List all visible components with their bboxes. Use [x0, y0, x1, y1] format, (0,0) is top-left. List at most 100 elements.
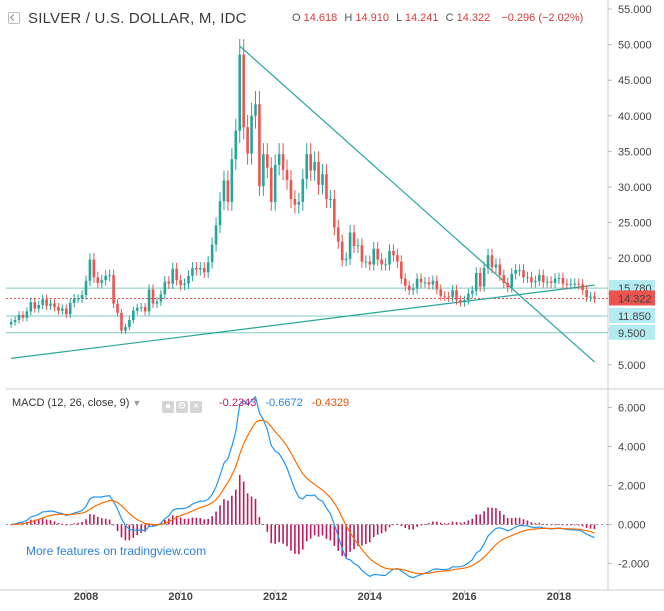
macd-histogram-bar	[538, 522, 541, 525]
candle-body	[17, 314, 21, 320]
candle-body	[29, 302, 33, 312]
eye-icon[interactable]: ●	[162, 401, 174, 413]
candle-body	[254, 104, 257, 116]
price-badge-bg	[609, 290, 655, 306]
collapse-legend-icon[interactable]	[8, 12, 20, 24]
macd-histogram-bar	[514, 517, 517, 525]
candle-body	[9, 322, 13, 325]
candle-body	[577, 283, 581, 285]
macd-histogram-bar	[250, 496, 253, 525]
price-badge-label: 14.322	[618, 293, 652, 305]
candle-body	[348, 232, 352, 259]
macd-line	[11, 395, 595, 579]
candle-body	[427, 282, 431, 285]
macd-histogram-bar	[349, 524, 351, 552]
candle-body	[313, 162, 316, 171]
macd-histogram-bar	[542, 523, 545, 525]
macd-pane[interactable]	[6, 395, 608, 579]
candle-body	[309, 154, 312, 171]
macd-histogram-bar	[562, 524, 564, 526]
macd-histogram-bar	[100, 518, 103, 525]
candle-body	[163, 281, 167, 295]
candle-body	[179, 280, 182, 286]
macd-histogram-bar	[325, 524, 328, 539]
candle-body	[451, 290, 454, 298]
candle-body	[285, 169, 289, 180]
macd-histogram-bar	[432, 521, 434, 525]
candle-body	[273, 164, 277, 202]
candle-body	[88, 259, 92, 281]
macd-histogram-bar	[317, 524, 320, 537]
candle-body	[199, 268, 202, 270]
macd-histogram-bar	[246, 493, 249, 525]
candle-body	[120, 312, 123, 331]
candle-body	[589, 296, 592, 298]
macd-histogram-bar	[238, 474, 241, 525]
candle-body	[112, 275, 115, 304]
candle-body	[356, 245, 360, 247]
candle-body	[352, 232, 356, 246]
candle-body	[116, 303, 119, 313]
candle-body	[238, 54, 242, 131]
macd-histogram-bar	[451, 521, 454, 525]
candle-body	[392, 250, 395, 256]
candle-body	[214, 225, 218, 245]
candle-body	[76, 298, 80, 300]
y-tick-label: 45.000	[618, 75, 652, 87]
candle-body	[147, 289, 151, 312]
candle-body	[191, 268, 194, 276]
macd-histogram-bar	[376, 524, 379, 535]
promo-link[interactable]: More features on tradingview.com	[26, 544, 207, 558]
candle-body	[530, 277, 533, 283]
candle-body	[195, 268, 198, 270]
candle-body	[159, 294, 163, 302]
candle-body	[470, 290, 474, 294]
macd-histogram-bar	[428, 523, 430, 525]
candle-body	[569, 283, 573, 285]
macd-histogram-bar	[89, 514, 91, 525]
candle-body	[226, 180, 230, 202]
candle-body	[514, 270, 517, 274]
macd-histogram-bar	[231, 495, 233, 525]
candle-body	[151, 289, 155, 304]
macd-histogram-bar	[219, 505, 221, 525]
chevron-down-icon[interactable]: ▼	[132, 398, 142, 408]
price-badge-bg	[609, 324, 655, 340]
candle-body	[187, 275, 190, 284]
candle-body	[336, 227, 340, 242]
macd-histogram-bar	[380, 524, 383, 534]
macd-histogram-bar	[408, 524, 411, 530]
macd-histogram-bar	[175, 515, 178, 525]
candle-body	[439, 289, 443, 296]
close-icon[interactable]: ×	[190, 401, 202, 413]
candle-body	[128, 319, 131, 328]
candle-body	[443, 295, 446, 297]
candle-body	[565, 283, 569, 285]
candle-body	[344, 258, 348, 261]
candle-body	[498, 264, 502, 276]
candle-body	[340, 241, 344, 261]
macd-line-value: -0.6672	[265, 397, 303, 409]
macd-y-tick-label: -2.000	[618, 559, 649, 571]
candle-body	[380, 259, 383, 265]
macd-histogram-bar	[333, 524, 336, 546]
macd-histogram-bar	[215, 511, 217, 525]
settings-icon[interactable]: ⚙	[176, 401, 188, 413]
candle-body	[553, 278, 557, 283]
macd-histogram-bar	[534, 523, 537, 525]
macd-histogram-bar	[573, 524, 576, 526]
price-pane[interactable]	[6, 39, 608, 363]
macd-histogram-bar	[227, 500, 229, 525]
candle-body	[388, 250, 391, 265]
candle-body	[132, 310, 135, 320]
macd-histogram-bar	[321, 524, 324, 536]
candle-body	[250, 115, 253, 154]
macd-histogram-bar	[345, 524, 347, 558]
macd-histogram-bar	[274, 524, 276, 544]
macd-histogram-bar	[424, 524, 426, 525]
x-tick-label: 2012	[263, 591, 287, 603]
macd-title[interactable]: MACD (12, 26, close, 9) ▼	[12, 397, 141, 409]
candle-body	[510, 273, 513, 288]
macd-histogram-bar	[187, 518, 190, 525]
